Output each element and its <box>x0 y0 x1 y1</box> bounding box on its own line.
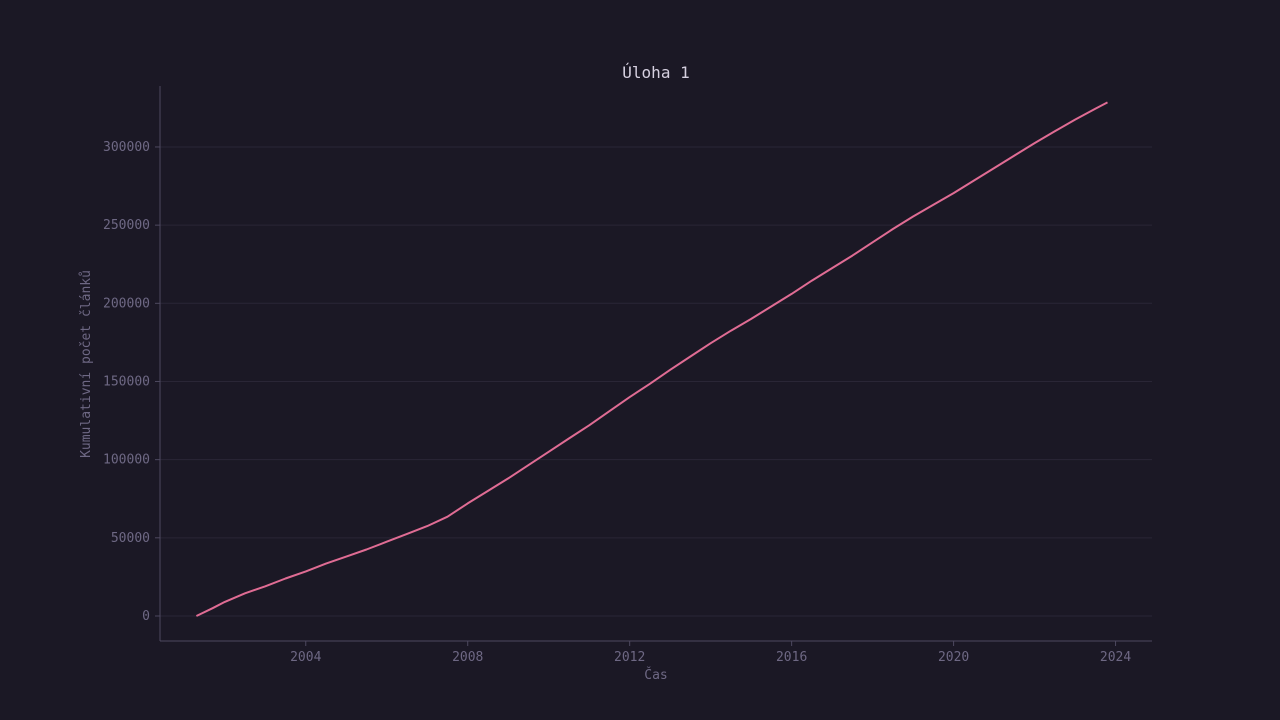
x-tick-label: 2012 <box>614 650 645 665</box>
series-line <box>195 101 1108 617</box>
y-tick-label: 250000 <box>103 218 150 233</box>
x-ticks: 2004 2008 2012 2016 2020 2024 <box>290 641 1131 665</box>
grid-lines <box>160 146 1152 617</box>
x-axis-label: Čas <box>644 667 667 683</box>
x-tick-label: 2004 <box>290 650 321 665</box>
y-tick-label: 0 <box>142 609 150 624</box>
chart-title: Úloha 1 <box>622 63 689 82</box>
x-tick-label: 2020 <box>938 650 969 665</box>
x-tick-label: 2024 <box>1100 650 1131 665</box>
axes <box>159 86 1152 642</box>
y-tick-label: 50000 <box>111 531 150 546</box>
y-tick-label: 200000 <box>103 296 150 311</box>
y-tick-label: 300000 <box>103 140 150 155</box>
y-tick-label: 150000 <box>103 374 150 389</box>
x-tick-label: 2016 <box>776 650 807 665</box>
x-tick-label: 2008 <box>452 650 483 665</box>
y-tick-label: 100000 <box>103 453 150 468</box>
y-axis-label: Kumulativní počet článků <box>79 270 94 458</box>
y-ticks: 0 50000 100000 150000 200000 250000 300000 <box>103 140 160 624</box>
